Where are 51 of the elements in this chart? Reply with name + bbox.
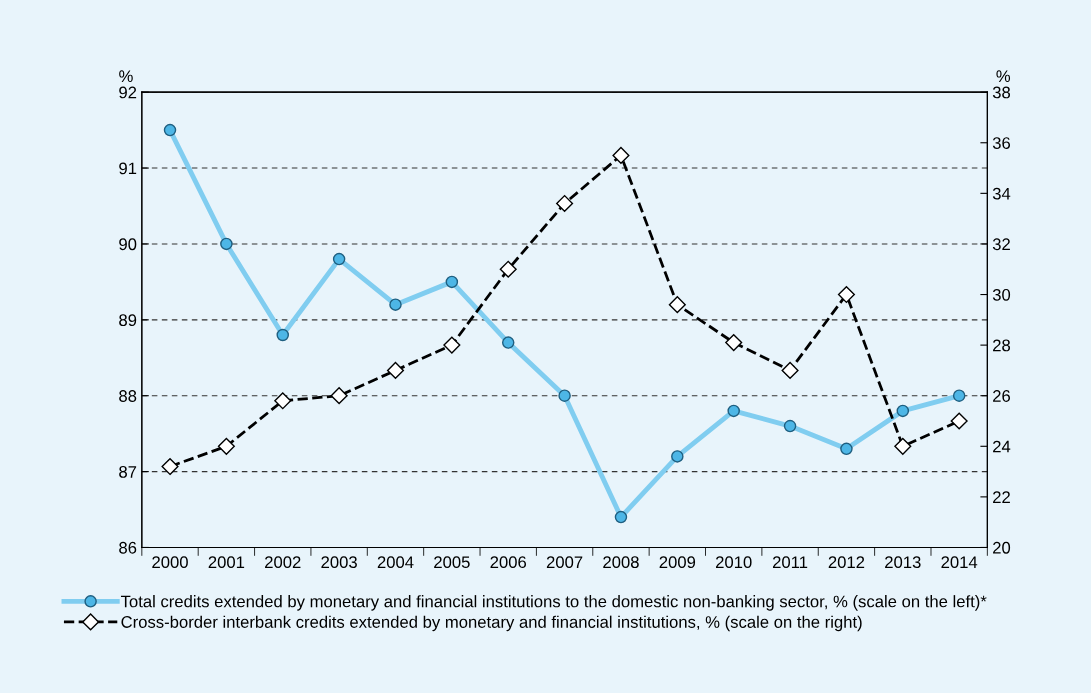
- x-tick-label: 2007: [546, 556, 583, 569]
- point: [443, 336, 461, 354]
- y2-axis-title: %: [996, 70, 1011, 82]
- legend-label: Total credits extended by monetary and financial institutions to the domestic non-banking sector, % (scale on the left)*: [120, 595, 987, 611]
- y2-tick-label: 28: [993, 339, 1011, 352]
- point: [499, 260, 517, 278]
- point: [668, 296, 686, 314]
- y-tick-label: 90: [119, 238, 137, 251]
- y2-tick-label: 34: [992, 187, 1011, 200]
- x-tick-label: 2005: [434, 556, 470, 569]
- x-tick-label: 2006: [490, 556, 527, 569]
- legend-label: Cross-border interbank credits extended by monetary and financial institutions, % (scale on the right): [121, 615, 862, 632]
- y-tick-label: 86: [119, 541, 137, 554]
- x-tick-label: 2003: [321, 556, 357, 569]
- y2-tick-label: 20: [993, 541, 1011, 554]
- x-tick-label: 2014: [941, 556, 978, 569]
- point: [950, 412, 968, 430]
- point: [330, 387, 348, 405]
- y2-tick-label: 24: [993, 440, 1011, 453]
- y-tick-label: 91: [119, 162, 137, 175]
- point: [894, 437, 912, 455]
- y2-tick-label: 38: [992, 86, 1011, 99]
- point: [612, 146, 630, 164]
- y2-tick-label: 26: [993, 390, 1011, 402]
- point: [217, 437, 235, 455]
- y2-tick-label: 22: [993, 491, 1010, 503]
- x-tick-label: 2009: [659, 556, 696, 569]
- x-tick-label: 2001: [208, 556, 245, 569]
- point: [556, 194, 574, 213]
- x-tick-label: 2008: [603, 556, 639, 569]
- x-tick-label: 2004: [377, 556, 414, 569]
- y2-tick-label: 30: [992, 288, 1011, 301]
- x-tick-label: 2013: [885, 556, 921, 569]
- point: [837, 285, 855, 304]
- y2-tick-label: 32: [992, 238, 1010, 251]
- y-tick-label: 92: [119, 86, 137, 99]
- point: [161, 457, 179, 476]
- y-tick-label: 89: [119, 314, 137, 327]
- point: [725, 334, 743, 352]
- y-tick-label: 87: [119, 465, 137, 478]
- y-axis-title: %: [119, 70, 133, 82]
- point: [781, 361, 799, 379]
- x-tick-label: 2000: [152, 556, 188, 569]
- x-tick-label: 2011: [772, 556, 808, 569]
- point: [386, 361, 405, 379]
- x-tick-label: 2012: [828, 556, 865, 569]
- y-tick-label: 88: [119, 390, 137, 402]
- x-tick-label: 2010: [716, 556, 752, 569]
- x-tick-label: 2002: [265, 556, 301, 569]
- point: [274, 392, 292, 410]
- y2-tick-label: 36: [992, 137, 1011, 149]
